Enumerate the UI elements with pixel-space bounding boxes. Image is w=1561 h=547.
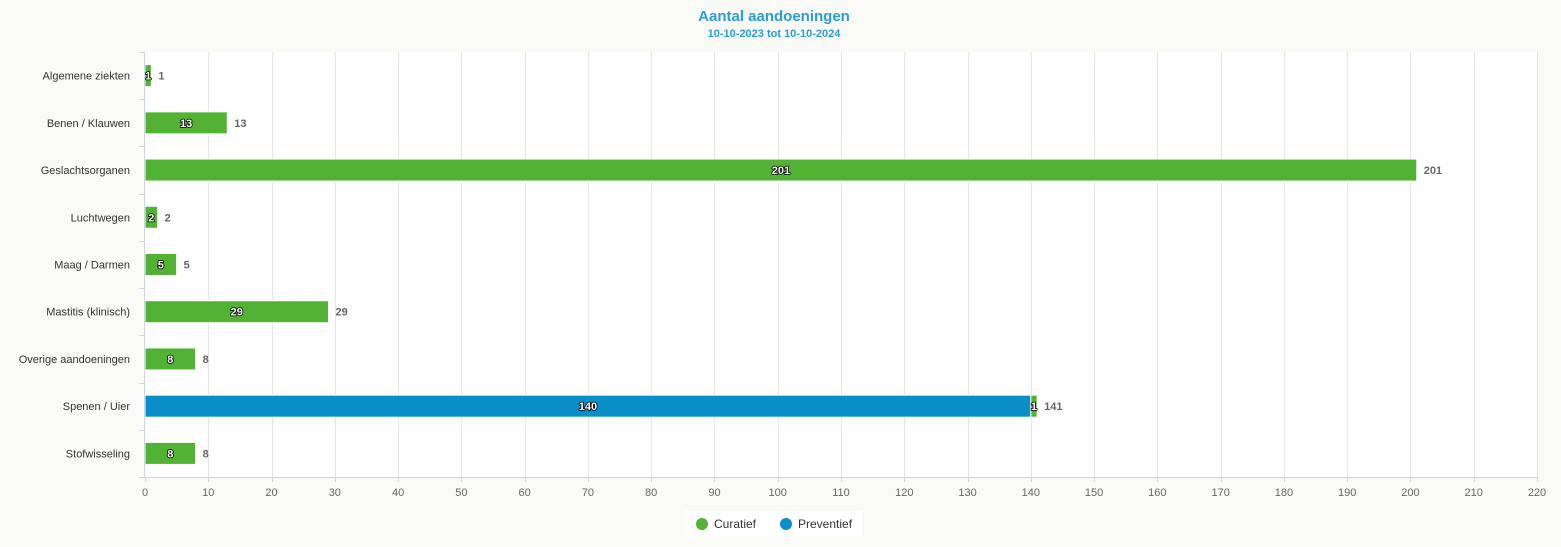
y-category-label: Stofwisseling: [66, 448, 130, 460]
bar-total-label: 8: [203, 354, 209, 366]
x-tick-label: 90: [708, 487, 720, 499]
y-category-label: Spenen / Uier: [63, 401, 131, 413]
bar-total-label: 201: [1424, 165, 1442, 177]
chart-title: Aantal aandoeningen: [698, 8, 850, 25]
x-tick-label: 160: [1148, 487, 1166, 499]
x-tick-label: 190: [1338, 487, 1356, 499]
y-category-label: Overige aandoeningen: [19, 354, 130, 366]
bar-total-label: 1: [158, 71, 164, 83]
x-tick-label: 50: [455, 487, 467, 499]
bar-total-label: 5: [184, 260, 190, 272]
y-category-label: Luchtwegen: [71, 212, 130, 224]
x-tick-label: 70: [582, 487, 594, 499]
bar-total-label: 29: [335, 307, 347, 319]
chart-subtitle: 10-10-2023 tot 10-10-2024: [708, 28, 842, 40]
bars: [144, 64, 1418, 465]
bar-curatief[interactable]: [1030, 394, 1038, 418]
bar-value-label: 201: [772, 165, 790, 177]
x-tick-label: 100: [769, 487, 787, 499]
x-tick-label: 220: [1528, 487, 1546, 499]
bar-total-label: 8: [203, 448, 209, 460]
x-tick-label: 60: [519, 487, 531, 499]
x-tick-label: 120: [895, 487, 913, 499]
x-tick-label: 210: [1465, 487, 1483, 499]
x-tick-label: 80: [645, 487, 657, 499]
y-category-label: Algemene ziekten: [43, 71, 130, 83]
x-tick-label: 110: [832, 487, 850, 499]
legend: Curatief Preventief: [685, 511, 862, 536]
x-tick-label: 10: [202, 487, 214, 499]
legend-label: Curatief: [714, 517, 757, 531]
y-category-label: Geslachtsorganen: [41, 165, 130, 177]
legend-item-preventief[interactable]: Preventief: [780, 517, 853, 531]
x-tick-label: 40: [392, 487, 404, 499]
bar-value-label: 1: [1031, 401, 1037, 413]
x-tick-label: 140: [1022, 487, 1040, 499]
y-category-label: Maag / Darmen: [54, 260, 130, 272]
y-category-label: Mastitis (klinisch): [46, 307, 130, 319]
x-tick-label: 20: [265, 487, 277, 499]
x-tick-label: 170: [1211, 487, 1229, 499]
bar-total-label: 13: [234, 118, 246, 130]
y-category-label: Benen / Klauwen: [47, 118, 130, 130]
axes: 0 10 20 30 40 50 60 70 80 90 100 110 120 130 140 150 160…: [19, 52, 1546, 499]
bar-value-label: 2: [148, 212, 154, 224]
bar-value-label: 13: [180, 118, 192, 130]
legend-label: Preventief: [798, 517, 853, 531]
x-tick-label: 30: [329, 487, 341, 499]
x-tick-label: 180: [1275, 487, 1293, 499]
bar-value-label: 140: [579, 401, 597, 413]
bar-value-label: 5: [158, 260, 164, 272]
x-tick-label: 130: [958, 487, 976, 499]
x-tick-label: 150: [1085, 487, 1103, 499]
legend-box: [685, 511, 862, 536]
legend-marker: [696, 518, 708, 530]
legend-marker: [780, 518, 792, 530]
x-tick-label: 200: [1401, 487, 1419, 499]
bar-value-label: 29: [231, 307, 243, 319]
legend-item-curatief[interactable]: Curatief: [696, 517, 757, 531]
bar-total-label: 2: [165, 212, 171, 224]
x-tick-label: 0: [142, 487, 148, 499]
bar-value-label: 8: [167, 354, 173, 366]
bar-value-label: 1: [145, 71, 151, 83]
bar-value-label: 8: [167, 448, 173, 460]
bar-total-label: 141: [1044, 401, 1062, 413]
